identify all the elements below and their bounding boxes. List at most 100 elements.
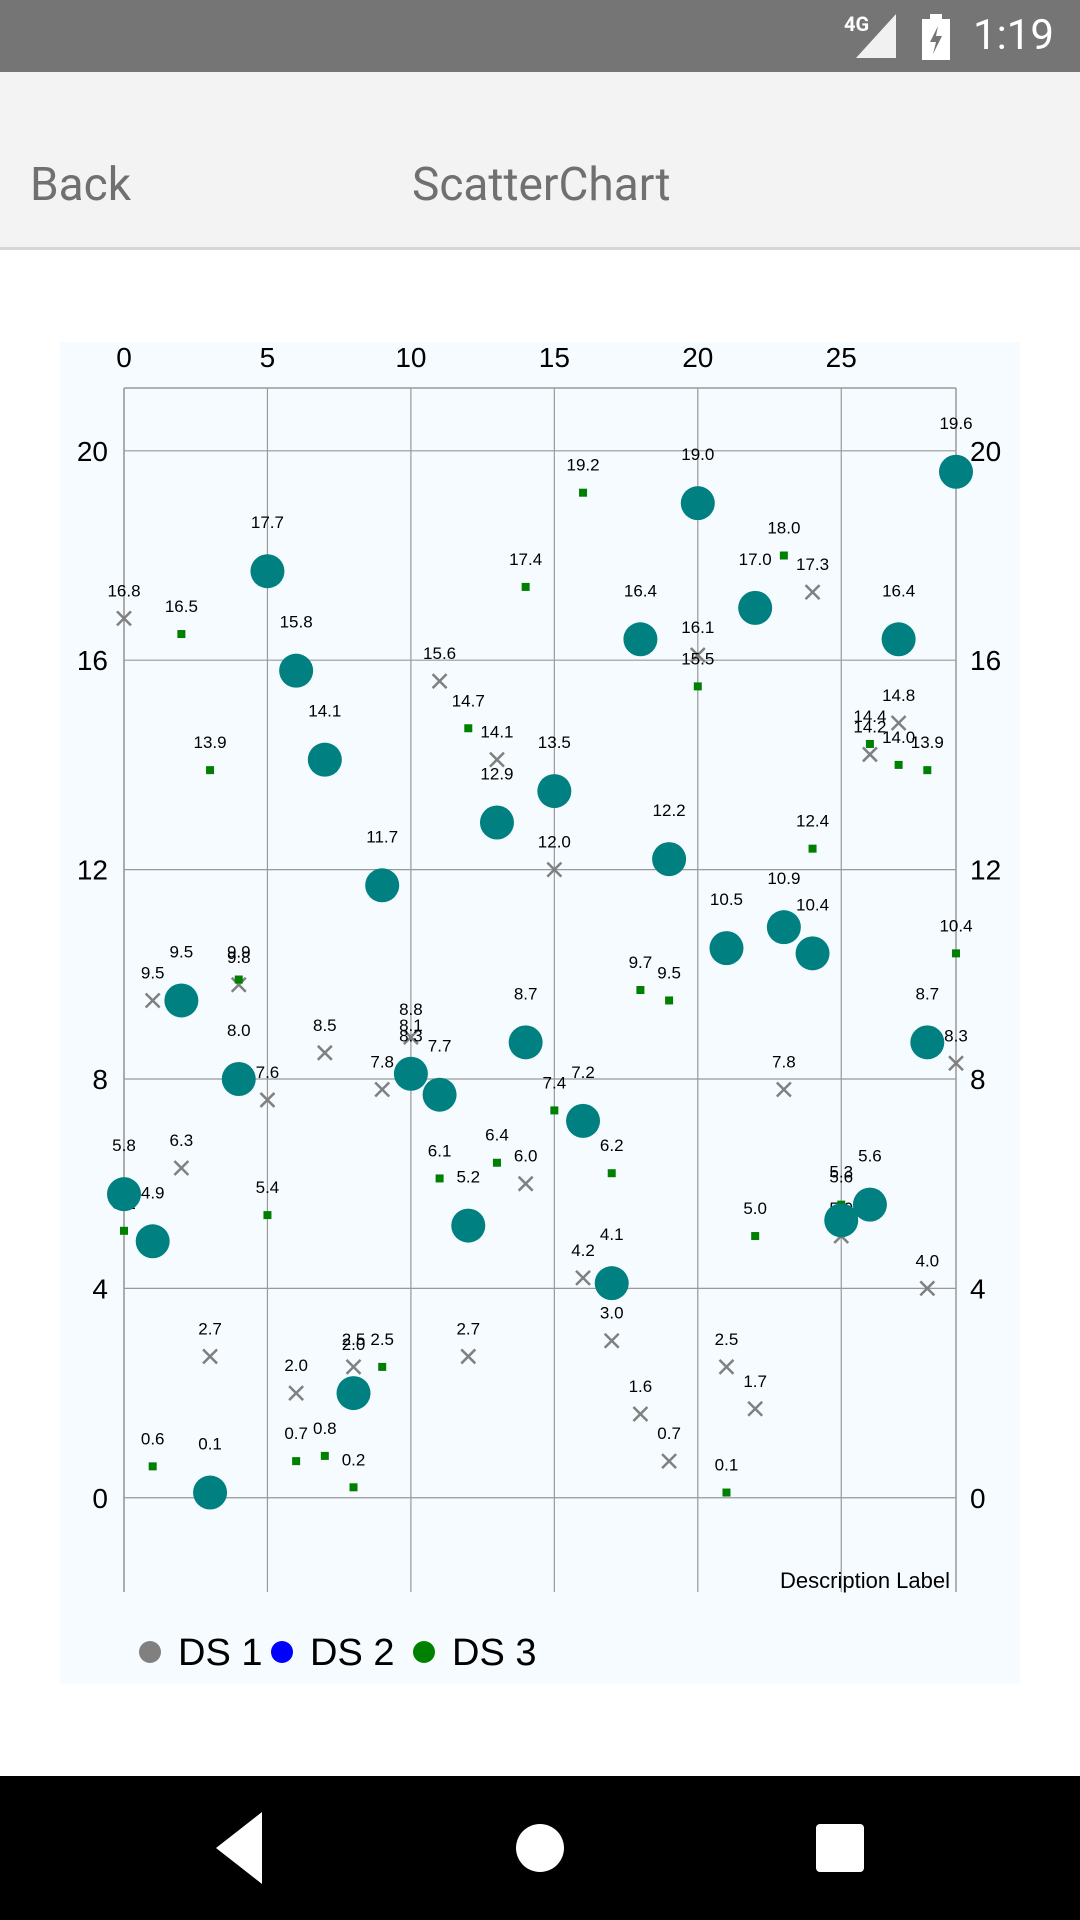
ds1-point xyxy=(862,746,878,763)
nav-recents-icon[interactable] xyxy=(800,1808,880,1888)
ds3-value-label: 18.0 xyxy=(767,519,800,538)
ds1-point xyxy=(775,1081,792,1098)
legend-marker xyxy=(413,1641,435,1663)
ds1-point xyxy=(173,1160,190,1176)
ds2-point xyxy=(795,936,830,971)
ds3-point xyxy=(693,682,702,691)
ds3-value-label: 14.4 xyxy=(853,707,886,726)
ds2-value-label: 8.0 xyxy=(227,1021,251,1040)
ds3-point xyxy=(349,1483,358,1492)
ds1-value-label: 14.2 xyxy=(853,717,886,736)
ds2-value-label: 16.4 xyxy=(882,581,915,600)
ds3-value-label: 5.4 xyxy=(256,1178,280,1197)
ds1-point xyxy=(948,1055,964,1072)
ds2-point xyxy=(107,1177,141,1212)
ds2-value-label: 19.6 xyxy=(939,414,972,433)
ds1-value-label: 15.6 xyxy=(423,644,456,663)
y-left-tick-label: 20 xyxy=(77,436,108,467)
scatter-chart: 0 5 10 15 20 25 0 4 8 12 16 20 0 4 8 12 16 20 16.8 9.5 6.3 2.… xyxy=(77,342,1001,1674)
ds3-value-label: 0.1 xyxy=(715,1456,739,1475)
ds3-point xyxy=(751,1232,760,1241)
back-button[interactable]: Back xyxy=(30,158,132,212)
legend-label: DS 2 xyxy=(310,1632,394,1674)
legend-marker xyxy=(271,1641,293,1663)
ds3-value-label: 7.4 xyxy=(543,1073,567,1092)
ds1-value-label: 16.8 xyxy=(107,581,140,600)
ds2-value-label: 2.0 xyxy=(342,1335,366,1354)
y-left-tick-label: 4 xyxy=(92,1273,108,1304)
ds2-value-label: 14.1 xyxy=(308,702,341,721)
ds1-point xyxy=(288,1385,305,1401)
ds1-value-label: 12.0 xyxy=(538,833,571,852)
ds1-value-label: 4.0 xyxy=(915,1251,939,1270)
ds1-point xyxy=(689,647,706,663)
ds2-value-label: 4.9 xyxy=(141,1183,165,1202)
ds1-point xyxy=(230,976,247,993)
ds1-value-label: 1.6 xyxy=(629,1377,653,1396)
nav-home-icon[interactable] xyxy=(500,1808,580,1888)
ds1-value-label: 8.3 xyxy=(944,1026,968,1045)
ds2-point xyxy=(279,653,314,688)
ds2-point xyxy=(652,842,687,877)
ds3-value-label: 15.5 xyxy=(681,649,714,668)
ds1-value-label: 17.3 xyxy=(796,555,829,574)
ds2-point xyxy=(623,622,658,657)
ds3-point xyxy=(206,766,215,775)
ds2-point xyxy=(221,1061,256,1096)
navigation-bar xyxy=(0,1776,1080,1920)
ds2-value-label: 7.2 xyxy=(571,1063,595,1082)
ds2-value-label: 5.2 xyxy=(456,1168,480,1187)
y-right-tick-label: 0 xyxy=(970,1483,986,1514)
ds3-point xyxy=(865,739,874,748)
ds1-point xyxy=(661,1453,677,1470)
ds1-value-label: 14.1 xyxy=(480,723,513,742)
ds1-point xyxy=(718,1359,735,1375)
ds2-value-label: 13.5 xyxy=(538,733,571,752)
ds3-point xyxy=(234,975,243,984)
ds3-value-label: 14.0 xyxy=(882,728,915,747)
ds1-point xyxy=(116,610,132,627)
ds2-point xyxy=(766,910,801,945)
ds2-value-label: 17.7 xyxy=(251,513,284,532)
y-left-tick-label: 16 xyxy=(77,645,108,676)
ds3-point xyxy=(894,760,903,769)
ds3-point xyxy=(378,1362,387,1371)
ds1-point xyxy=(632,1406,649,1422)
ds3-value-label: 16.5 xyxy=(165,597,198,616)
ds2-point xyxy=(910,1025,945,1060)
ds1-value-label: 2.5 xyxy=(715,1330,739,1349)
ds2-point xyxy=(365,868,400,903)
ds2-value-label: 7.7 xyxy=(428,1037,452,1056)
ds1-value-label: 2.7 xyxy=(198,1319,222,1338)
ds1-point xyxy=(890,715,907,731)
ds1-point xyxy=(374,1081,391,1098)
ds2-point xyxy=(680,486,715,521)
nav-back-icon[interactable] xyxy=(200,1808,280,1888)
ds2-point xyxy=(164,983,199,1018)
ds3-point xyxy=(120,1226,128,1235)
ds1-value-label: 0.7 xyxy=(657,1424,681,1443)
page-title: ScatterChart xyxy=(412,158,671,212)
ds1-point xyxy=(403,1029,419,1045)
x-tick-label: 0 xyxy=(116,342,132,373)
ds2-point xyxy=(307,742,342,777)
ds1-point xyxy=(575,1270,591,1286)
ds3-value-label: 6.2 xyxy=(600,1136,624,1155)
ds3-point xyxy=(722,1488,731,1497)
ds1-point xyxy=(316,1044,333,1061)
ds2-value-label: 12.2 xyxy=(653,801,686,820)
status-bar: 4G 1:19 xyxy=(0,0,1080,72)
y-right-tick-label: 20 xyxy=(970,436,1001,467)
ds3-value-label: 9.9 xyxy=(227,943,251,962)
ds2-value-label: 5.8 xyxy=(112,1136,136,1155)
status-time: 1:19 xyxy=(973,11,1054,60)
ds1-value-label: 8.8 xyxy=(399,1000,423,1019)
ds2-value-label: 9.5 xyxy=(170,942,194,961)
ds2-value-label: 16.4 xyxy=(624,581,657,600)
ds2-value-label: 10.9 xyxy=(767,869,800,888)
ds3-point xyxy=(952,949,960,958)
scatter-chart-area[interactable] xyxy=(60,342,1020,1684)
ds2-point xyxy=(250,554,285,589)
ds1-point xyxy=(603,1332,620,1349)
ds1-value-label: 6.3 xyxy=(170,1131,194,1150)
